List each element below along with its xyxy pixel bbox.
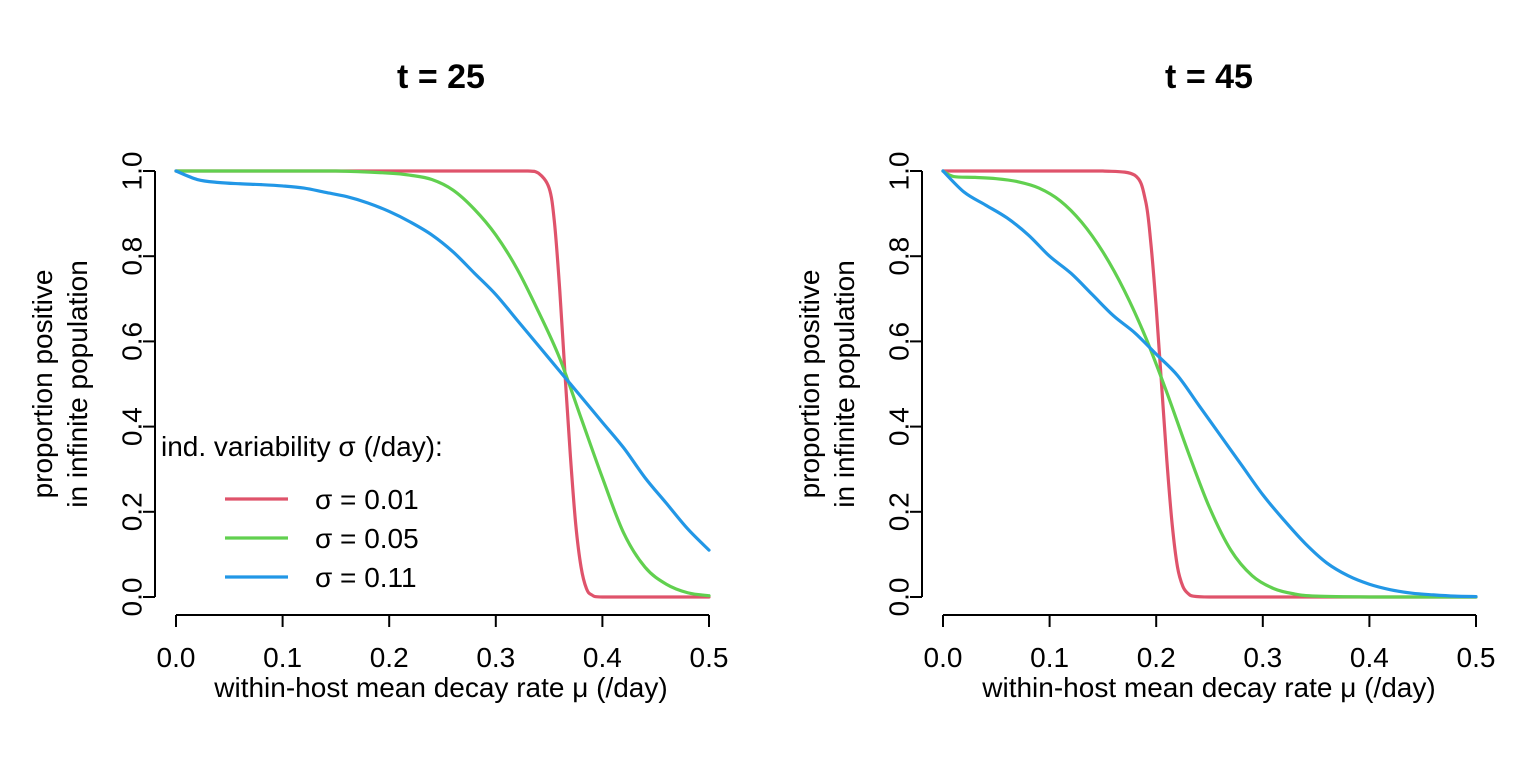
x-tick-label: 0.5 — [690, 642, 729, 673]
y-tick-label: 0.2 — [117, 492, 148, 531]
y-tick-label: 0.4 — [117, 407, 148, 446]
legend-label-sigma-0-11: σ = 0.11 — [315, 562, 417, 593]
x-tick-label: 0.1 — [1030, 642, 1069, 673]
legend-label-sigma-0-05: σ = 0.05 — [315, 523, 419, 554]
x-tick-label: 0.4 — [1350, 642, 1389, 673]
y-tick-label: 1.0 — [884, 152, 915, 191]
x-axis-ticks: 0.0 0.1 0.2 0.3 0.4 0.5 — [924, 615, 1496, 673]
series-line-sigma-011 — [174, 169, 711, 552]
x-axis-label: within-host mean decay rate μ (/day) — [213, 672, 667, 703]
plot-area — [174, 169, 711, 599]
legend-label-sigma-0-01: σ = 0.01 — [315, 484, 419, 515]
x-tick-label: 0.3 — [1243, 642, 1282, 673]
y-tick-label: 0.8 — [884, 237, 915, 276]
x-axis-label: within-host mean decay rate μ (/day) — [981, 672, 1435, 703]
series-line-sigma-005 — [174, 169, 711, 598]
panel-t45: t = 45 0.0 0.1 0.2 0.3 0.4 0.5 0.00.20.40.60.… — [794, 58, 1495, 703]
x-tick-label: 0.0 — [157, 642, 196, 673]
y-tick-label: 0.4 — [884, 407, 915, 446]
series-line-sigma-011 — [941, 169, 1478, 599]
x-tick-label: 0.4 — [583, 642, 622, 673]
legend-title: ind. variability σ (/day): — [161, 431, 443, 462]
y-tick-label: 0.6 — [117, 322, 148, 361]
panel-t25: t = 25 0.0 0.1 0.2 0.3 0.4 0.5 0.00.20.40.60.… — [27, 58, 728, 703]
y-tick-label: 0.0 — [884, 578, 915, 617]
y-axis-label-line-2: in infinite population — [62, 260, 93, 508]
y-axis-label-line-1: proportion positive — [794, 270, 825, 499]
series-line-sigma-001 — [174, 169, 711, 599]
y-tick-label: 0.8 — [117, 237, 148, 276]
y-axis-ticks: 0.0 0.2 0.4 0.6 0.8 1.0 — [884, 152, 922, 617]
x-tick-label: 0.0 — [924, 642, 963, 673]
x-tick-label: 0.2 — [370, 642, 409, 673]
y-axis-ticks: 0.0 0.2 0.4 0.6 0.8 1.0 — [117, 152, 155, 617]
y-tick-label: 1.0 — [117, 152, 148, 191]
panel-title: t = 25 — [397, 58, 485, 96]
y-tick-label: 0.6 — [884, 322, 915, 361]
legend: ind. variability σ (/day): σ = 0.01 σ = … — [161, 431, 443, 593]
y-axis-label-line-1: proportion positive — [27, 270, 58, 499]
y-tick-label: 0.2 — [884, 492, 915, 531]
x-tick-label: 0.1 — [263, 642, 302, 673]
plot-area — [941, 169, 1478, 599]
series-line-sigma-005 — [941, 169, 1478, 599]
panel-title: t = 45 — [1165, 58, 1253, 96]
x-tick-label: 0.3 — [476, 642, 515, 673]
x-tick-label: 0.5 — [1457, 642, 1496, 673]
y-tick-label: 0.0 — [117, 578, 148, 617]
series-line-sigma-001 — [941, 169, 1478, 599]
x-tick-label: 0.2 — [1137, 642, 1176, 673]
y-axis-label-line-2: in infinite population — [829, 260, 860, 508]
x-axis-ticks: 0.0 0.1 0.2 0.3 0.4 0.5 — [157, 615, 729, 673]
